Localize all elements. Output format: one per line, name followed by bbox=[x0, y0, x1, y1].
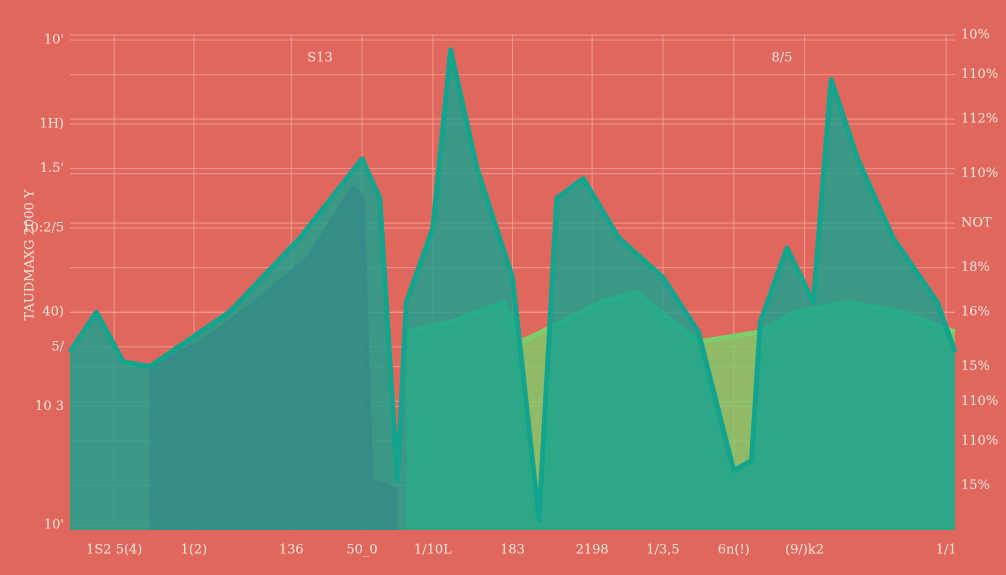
x-tick-label: 1(2) bbox=[181, 543, 208, 558]
x-tick-label: 6n(!) bbox=[718, 543, 750, 558]
y2-tick-label: 10% bbox=[961, 28, 990, 43]
annotation: S13 bbox=[307, 51, 332, 66]
y2-tick-label: 112% bbox=[961, 112, 998, 127]
y-axis-label: TAUDMAXG 2000 Y bbox=[23, 189, 38, 320]
x-tick-label: 1S2 5(4) bbox=[86, 543, 142, 558]
annotation: 8/5 bbox=[772, 51, 793, 66]
x-tick-label: 50_0 bbox=[346, 543, 377, 558]
y2-tick-label: 15% bbox=[961, 359, 990, 374]
y-tick-label: 10:2/5 bbox=[22, 221, 64, 236]
y2-tick-label: 110% bbox=[961, 433, 998, 448]
x-tick-label: (9/)k2 bbox=[785, 543, 824, 558]
y-tick-label: 10' bbox=[44, 518, 64, 533]
y-tick-label: 40) bbox=[42, 305, 64, 320]
x-tick-label: 2198 bbox=[576, 543, 609, 558]
y2-tick-label: 18% bbox=[961, 260, 990, 275]
x-tick-label: 1/10L bbox=[414, 543, 452, 558]
y-tick-label: 1.5' bbox=[40, 161, 64, 176]
y-tick-label: 10' bbox=[44, 32, 64, 47]
y2-tick-label: 110% bbox=[961, 394, 998, 409]
y-tick-label: 5/ bbox=[51, 339, 64, 354]
x-tick-label: 136 bbox=[279, 543, 304, 558]
y2-tick-label: 15% bbox=[961, 478, 990, 493]
y2-tick-label: 110% bbox=[961, 166, 998, 181]
y2-tick-label: NOT bbox=[961, 216, 992, 231]
y2-tick-label: 110% bbox=[961, 67, 998, 82]
x-tick-label: 1/3,5 bbox=[646, 543, 679, 558]
y2-tick-label: 16% bbox=[961, 305, 990, 320]
y-tick-label: 1H) bbox=[39, 117, 64, 132]
y-tick-label: 10 3 bbox=[35, 399, 64, 414]
plot bbox=[67, 47, 958, 531]
x-tick-label: 183 bbox=[500, 543, 525, 558]
x-tick-label: 1/1 bbox=[936, 543, 957, 558]
line bbox=[67, 47, 958, 523]
